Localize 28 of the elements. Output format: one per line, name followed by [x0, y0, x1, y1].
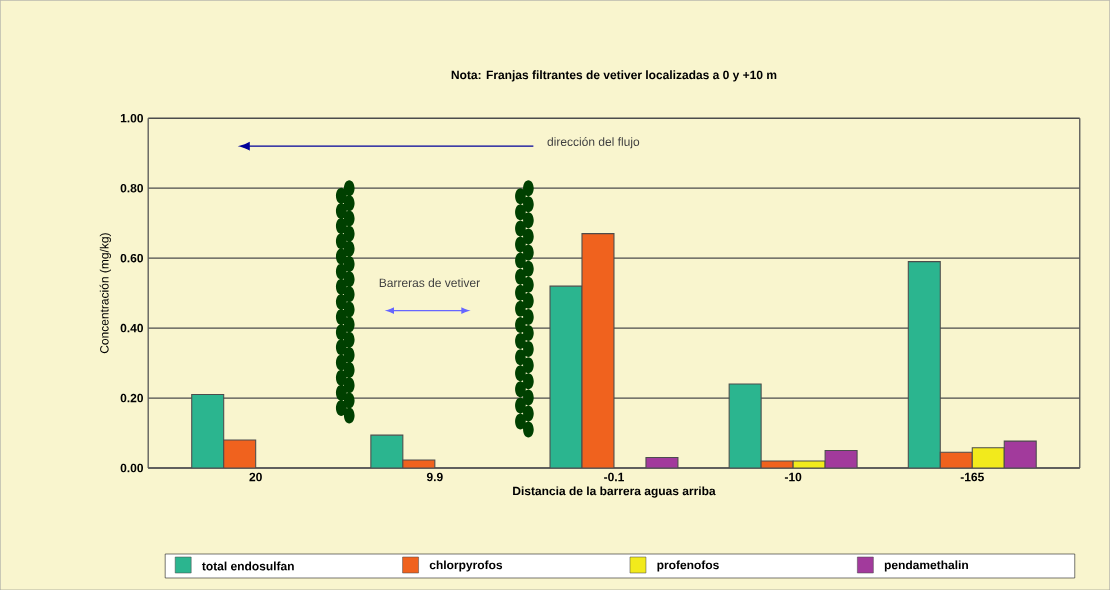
bar — [223, 439, 257, 468]
annotation: Barreras de vetiver — [379, 278, 480, 287]
bar — [728, 383, 762, 468]
annotation: dirección del flujo — [547, 136, 640, 149]
y-tick-label: 0.80 — [120, 183, 144, 193]
y-tick-label: 0.00 — [120, 463, 144, 473]
bar — [971, 447, 1005, 468]
bar — [191, 393, 225, 468]
chart-title: Nota: Franjas filtrantes de vetiver localizadas a 0 y +10 m — [451, 70, 777, 82]
x-tick-label: -10 — [784, 472, 802, 482]
y-tick-label: 0.40 — [120, 323, 144, 333]
bar — [907, 260, 941, 468]
legend-label: profenofos — [657, 560, 719, 572]
legend-label: chlorpyrofos — [429, 560, 503, 572]
x-tick-label: 20 — [249, 472, 262, 482]
y-tick-label: 0.20 — [120, 393, 144, 403]
x-axis-title: Distancia de la barrera aguas arriba — [513, 486, 716, 498]
x-tick-label: 9.9 — [426, 472, 443, 482]
y-tick-label: 1.00 — [120, 113, 144, 123]
bar — [1003, 440, 1037, 468]
x-tick-label: -0.1 — [604, 472, 624, 482]
bar — [549, 285, 583, 468]
y-axis-title: Concentración (mg/kg) — [99, 233, 111, 354]
legend-label: pendamethalin — [884, 560, 968, 572]
y-tick-label: 0.60 — [120, 253, 144, 263]
x-tick-label: -165 — [960, 472, 984, 482]
bar — [581, 232, 615, 468]
legend-label: total endosulfan — [202, 561, 294, 571]
